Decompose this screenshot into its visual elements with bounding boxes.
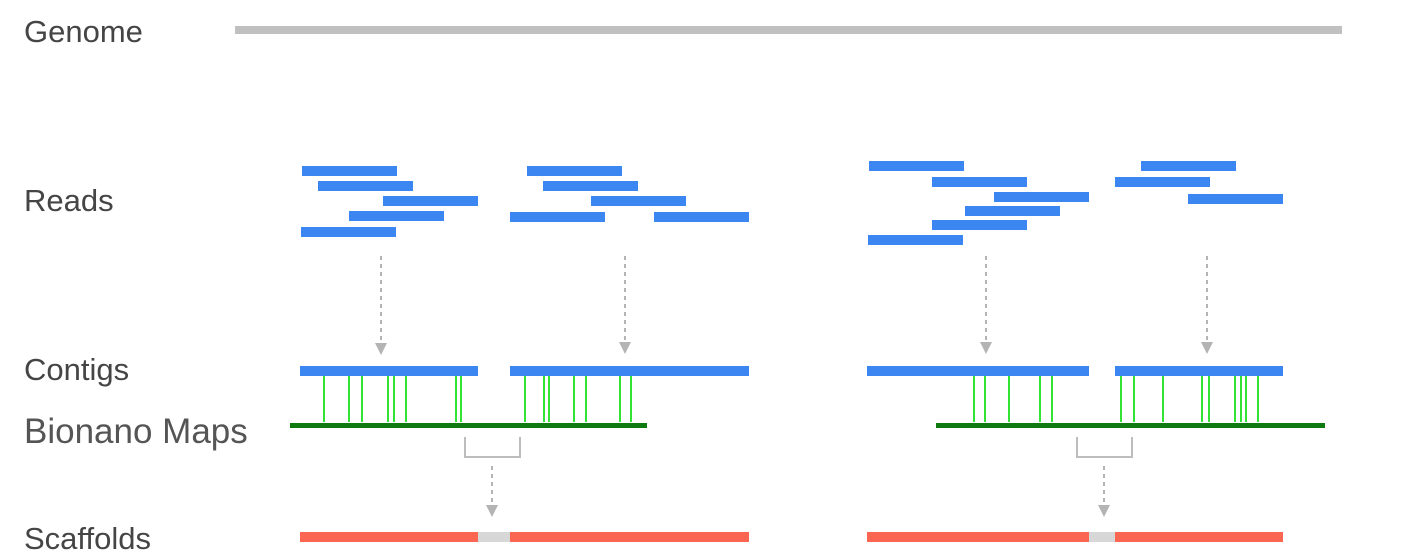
scaffold-segment [1115, 532, 1283, 542]
reads-group-2 [510, 166, 749, 222]
read [383, 196, 478, 206]
genome-label: Genome [24, 14, 143, 49]
scaffold-segment [867, 532, 1089, 542]
bionano-map-2 [936, 423, 1325, 428]
read [932, 220, 1027, 230]
read [349, 211, 444, 221]
read [591, 196, 686, 206]
arrow-head-icon [619, 342, 631, 354]
read [1115, 177, 1210, 187]
reads-group-1 [301, 166, 478, 237]
genome-bar [235, 26, 1342, 34]
reads-group-4 [1115, 161, 1283, 204]
read [868, 235, 963, 245]
reads-label: Reads [24, 183, 114, 218]
read [302, 166, 397, 176]
contig-2 [510, 366, 749, 376]
read [654, 212, 749, 222]
read [510, 212, 605, 222]
arrow-head-icon [980, 342, 992, 354]
arrow-head-icon [375, 343, 387, 355]
read [301, 227, 396, 237]
read [527, 166, 622, 176]
gap-brackets [464, 437, 1133, 458]
arrow-head-icon [486, 505, 498, 517]
contig-3 [867, 366, 1089, 376]
scaffold-1 [300, 532, 749, 542]
scaffolds-label: Scaffolds [24, 521, 151, 556]
read [932, 177, 1027, 187]
scaffold-gap [478, 532, 510, 542]
read [543, 181, 638, 191]
gap-bracket-1 [464, 437, 521, 458]
read [1141, 161, 1236, 171]
read [869, 161, 964, 171]
bionano-map-1 [290, 423, 647, 428]
contig-1 [300, 366, 478, 376]
read [1188, 194, 1283, 204]
scaffold-segment [300, 532, 478, 542]
arrow-head-icon [1201, 342, 1213, 354]
bionano-maps [290, 423, 1325, 428]
contigs [300, 366, 1283, 376]
read [994, 192, 1089, 202]
reads-group-3 [868, 161, 1089, 245]
maps-to-scaffolds-arrows [486, 466, 1110, 517]
read [965, 206, 1060, 216]
scaffold-2 [867, 532, 1283, 542]
contigs-label: Contigs [24, 352, 129, 387]
reads-to-contigs-arrows [375, 256, 1213, 355]
gap-bracket-2 [1076, 437, 1133, 458]
scaffold-segment [510, 532, 749, 542]
label-alignment-marks [323, 376, 1259, 422]
bionano-maps-label: Bionano Maps [24, 412, 248, 451]
read [318, 181, 413, 191]
contig-4 [1115, 366, 1283, 376]
arrow-head-icon [1098, 505, 1110, 517]
scaffold-gap [1089, 532, 1115, 542]
